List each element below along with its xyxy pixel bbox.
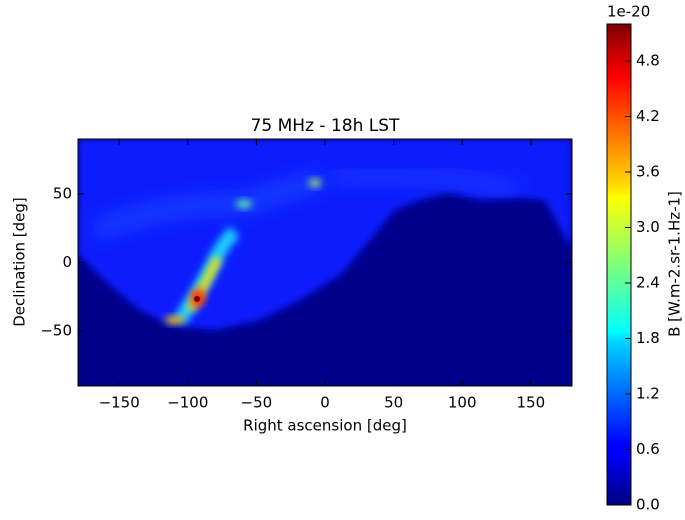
y-tick-label: 50 — [53, 184, 72, 202]
x-tick-label: 150 — [517, 394, 546, 412]
colorbar-label: B [W.m-2.sr-1.Hz-1] — [666, 191, 684, 337]
x-tick-label: 100 — [448, 394, 477, 412]
colorbar-tick-label: 3.6 — [636, 163, 660, 181]
colorbar — [606, 23, 632, 506]
colorbar-tick-label: 2.4 — [636, 274, 660, 292]
sky-map — [78, 139, 572, 386]
y-tick-label: −50 — [40, 322, 72, 340]
colorbar-tick-label: 1.2 — [636, 385, 660, 403]
colorbar-tick-label: 4.8 — [636, 52, 660, 70]
x-axis-label: Right ascension [deg] — [243, 417, 407, 435]
y-axis-label: Declination [deg] — [11, 197, 29, 327]
colorbar-tick-label: 0.0 — [636, 496, 660, 514]
x-tick-label: 50 — [384, 394, 403, 412]
colorbar-tick-label: 0.6 — [636, 440, 660, 458]
x-tick-label: 0 — [320, 394, 330, 412]
x-tick-label: −150 — [99, 394, 140, 412]
colorbar-tick-label: 4.2 — [636, 107, 660, 125]
colorbar-tick-label: 3.0 — [636, 218, 660, 236]
y-tick-label: 0 — [62, 253, 72, 271]
colorbar-tick-label: 1.8 — [636, 329, 660, 347]
x-tick-label: −100 — [167, 394, 208, 412]
colorbar-offset: 1e-20 — [607, 3, 650, 21]
x-tick-label: −50 — [241, 394, 273, 412]
chart-title: 75 MHz - 18h LST — [251, 116, 400, 136]
